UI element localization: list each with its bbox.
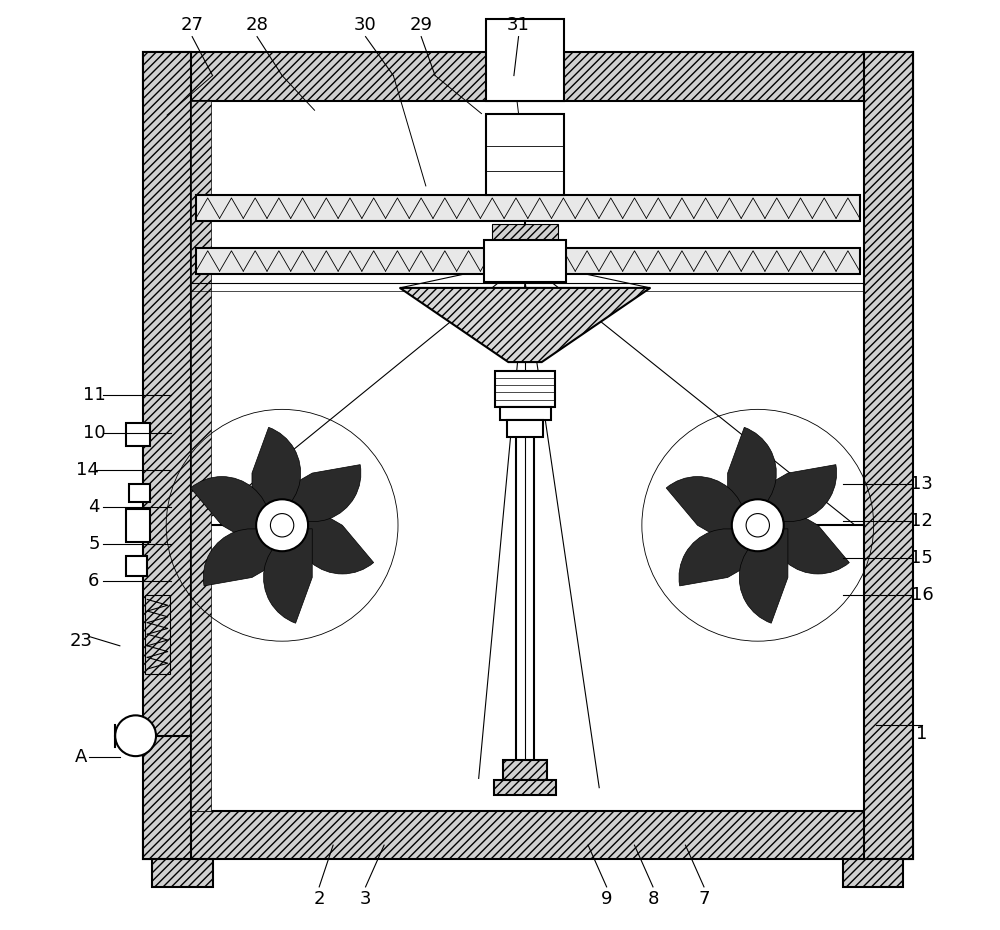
Bar xyxy=(191,100,211,811)
Bar xyxy=(191,100,864,811)
Polygon shape xyxy=(400,288,650,362)
Text: 15: 15 xyxy=(910,549,933,566)
Text: 3: 3 xyxy=(360,890,371,908)
Bar xyxy=(196,195,860,221)
Bar xyxy=(503,760,547,780)
Wedge shape xyxy=(191,476,271,550)
Text: 7: 7 xyxy=(698,890,710,908)
Text: 23: 23 xyxy=(69,632,92,650)
Text: 2: 2 xyxy=(313,890,325,908)
Text: 28: 28 xyxy=(246,16,269,33)
Text: A: A xyxy=(75,748,87,766)
Bar xyxy=(864,52,913,859)
Wedge shape xyxy=(769,501,849,574)
Wedge shape xyxy=(739,529,788,623)
Text: 13: 13 xyxy=(910,474,933,493)
Circle shape xyxy=(732,499,784,551)
Wedge shape xyxy=(203,529,294,586)
Bar xyxy=(143,52,191,859)
Bar xyxy=(492,245,558,265)
Bar xyxy=(196,248,860,274)
Wedge shape xyxy=(746,465,837,522)
Text: 6: 6 xyxy=(88,572,100,590)
Wedge shape xyxy=(264,529,312,623)
Bar xyxy=(486,19,564,100)
Bar xyxy=(126,556,147,577)
Circle shape xyxy=(115,715,156,756)
Text: 5: 5 xyxy=(88,535,100,552)
Wedge shape xyxy=(252,427,301,522)
Text: 9: 9 xyxy=(601,890,612,908)
Text: 10: 10 xyxy=(83,423,105,442)
Bar xyxy=(143,811,913,859)
Wedge shape xyxy=(666,476,746,550)
Text: 14: 14 xyxy=(76,460,99,479)
Text: 12: 12 xyxy=(910,512,933,529)
Wedge shape xyxy=(728,427,776,522)
Text: 8: 8 xyxy=(647,890,659,908)
Text: 27: 27 xyxy=(181,16,204,33)
Bar xyxy=(492,224,558,245)
Text: 1: 1 xyxy=(916,724,928,743)
Wedge shape xyxy=(679,529,770,586)
Bar xyxy=(500,406,551,420)
Bar xyxy=(484,240,566,282)
Bar xyxy=(843,859,903,887)
Text: 29: 29 xyxy=(410,16,433,33)
Text: 11: 11 xyxy=(83,387,105,405)
Bar xyxy=(494,780,556,795)
Bar xyxy=(486,113,564,195)
Bar xyxy=(145,595,170,673)
Text: 4: 4 xyxy=(88,498,100,516)
Wedge shape xyxy=(270,465,361,522)
Bar xyxy=(507,420,543,437)
Bar xyxy=(495,371,555,406)
Bar xyxy=(129,484,150,502)
Circle shape xyxy=(256,499,308,551)
Wedge shape xyxy=(294,501,374,574)
Bar xyxy=(143,52,913,100)
Bar xyxy=(152,859,213,887)
Text: 30: 30 xyxy=(354,16,377,33)
Text: 31: 31 xyxy=(507,16,530,33)
Text: 16: 16 xyxy=(911,586,933,604)
Bar xyxy=(126,509,150,542)
Bar xyxy=(126,423,150,446)
